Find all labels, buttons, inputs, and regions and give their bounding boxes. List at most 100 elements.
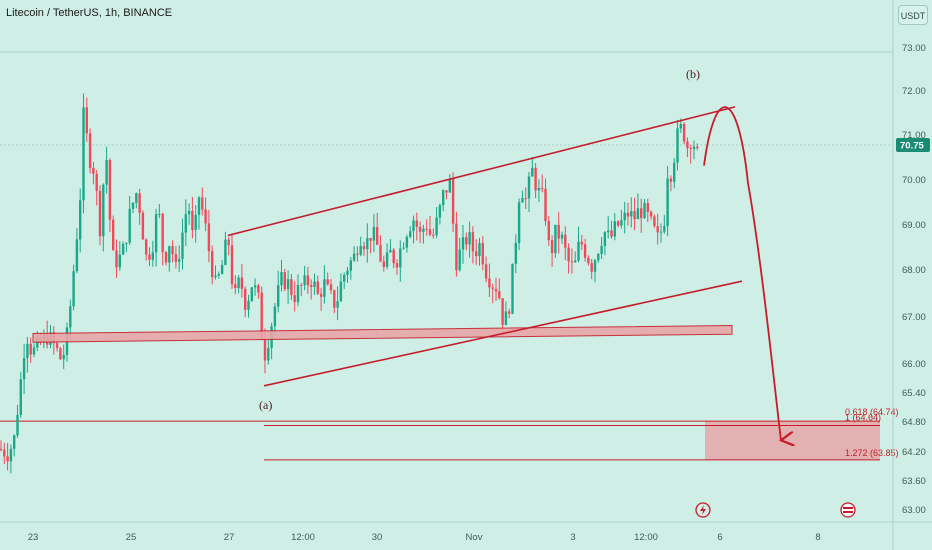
candle-body <box>557 224 560 239</box>
candle-body <box>154 214 158 253</box>
y-tick-label: 73.00 <box>902 43 926 54</box>
candle-body <box>145 239 148 255</box>
candle-body <box>478 243 481 257</box>
candle-body <box>19 379 22 415</box>
candle-body <box>418 226 422 232</box>
candle-body <box>16 414 19 436</box>
candle-body <box>610 230 613 237</box>
candle-body <box>217 274 220 276</box>
candle-body <box>300 284 303 286</box>
candle-body <box>673 162 676 182</box>
fib-label-0618: 0.618 (64.74) <box>845 407 899 417</box>
candle-body <box>267 347 270 361</box>
candle-body <box>273 306 277 327</box>
candle-body <box>194 214 197 231</box>
currency-button[interactable]: USDT <box>898 5 928 25</box>
y-tick-label: 64.80 <box>902 417 926 428</box>
candle-body <box>102 184 105 237</box>
candle-body <box>633 211 636 220</box>
candle-body <box>583 244 587 258</box>
candle-body <box>187 210 191 215</box>
candle-body <box>428 229 432 235</box>
candle-body <box>323 279 326 297</box>
candle-body <box>640 208 643 219</box>
candle-body <box>227 239 230 246</box>
candle-body <box>214 275 217 278</box>
candle-body <box>574 260 577 263</box>
candle-body <box>531 167 534 177</box>
x-tick-label: 8 <box>815 532 820 543</box>
candle-body <box>356 253 359 255</box>
candle-body <box>682 123 686 142</box>
candle-body <box>385 252 389 267</box>
candle-body <box>26 343 29 359</box>
x-tick-label: 27 <box>224 532 235 543</box>
candle-body <box>250 287 253 301</box>
candle-body <box>118 254 121 268</box>
candle-body <box>79 200 82 240</box>
candle-body <box>247 300 250 310</box>
candle-body <box>438 205 442 218</box>
candle-body <box>405 236 409 248</box>
candle-body <box>362 246 366 250</box>
candle-body <box>488 278 491 288</box>
candle-body <box>85 107 88 134</box>
x-tick-label: 3 <box>570 532 575 543</box>
candle-body <box>263 339 267 361</box>
candle-body <box>277 285 280 307</box>
projection-arrow <box>703 106 781 440</box>
candle-body <box>461 237 465 250</box>
candle-body <box>442 190 445 206</box>
candle-body <box>593 260 597 272</box>
candle-body <box>69 306 72 328</box>
candle-body <box>567 247 570 262</box>
candle-body <box>59 348 62 360</box>
x-tick-label: 30 <box>372 532 383 543</box>
candle-body <box>112 219 115 251</box>
candle-body <box>544 188 547 222</box>
calendar-event-icon[interactable] <box>840 502 856 518</box>
candle-body <box>656 226 659 233</box>
y-tick-label: 66.00 <box>902 359 926 370</box>
candle-body <box>88 133 92 169</box>
candle-body <box>230 245 234 285</box>
candle-body <box>481 243 484 265</box>
candle-body <box>524 198 527 200</box>
candle-body <box>547 221 550 241</box>
candle-body <box>336 301 339 308</box>
candle-body <box>465 237 468 245</box>
candle-body <box>395 263 399 268</box>
wave-label-a: (a) <box>259 398 272 412</box>
candle-body <box>623 212 626 221</box>
candle-body <box>234 284 237 289</box>
candle-body <box>151 252 154 260</box>
candle-body <box>168 246 171 263</box>
candle-body <box>504 311 508 325</box>
candle-body <box>6 456 9 462</box>
x-tick-label: 12:00 <box>634 532 658 543</box>
candle-body <box>451 178 455 224</box>
candle-body <box>352 253 356 261</box>
y-tick-label: 65.40 <box>902 388 926 399</box>
candle-body <box>376 226 379 245</box>
candle-body <box>333 290 336 308</box>
candle-body <box>316 281 319 294</box>
channel-lower-line <box>263 280 743 387</box>
candle-body <box>121 243 125 255</box>
candle-body <box>511 263 514 314</box>
candle-body <box>521 198 524 203</box>
candle-body <box>306 275 310 286</box>
candle-body <box>98 190 102 237</box>
candle-body <box>468 232 471 245</box>
candle-body <box>9 448 13 462</box>
x-tick-label: 6 <box>717 532 722 543</box>
candle-body <box>197 197 201 215</box>
candle-body <box>125 242 128 244</box>
candle-body <box>174 254 178 262</box>
candle-body <box>382 261 385 267</box>
fib-label-1272: 1.272 (63.85) <box>845 448 899 458</box>
lightning-icon[interactable] <box>695 502 711 518</box>
candle-body <box>554 224 557 253</box>
candle-body <box>75 239 79 272</box>
